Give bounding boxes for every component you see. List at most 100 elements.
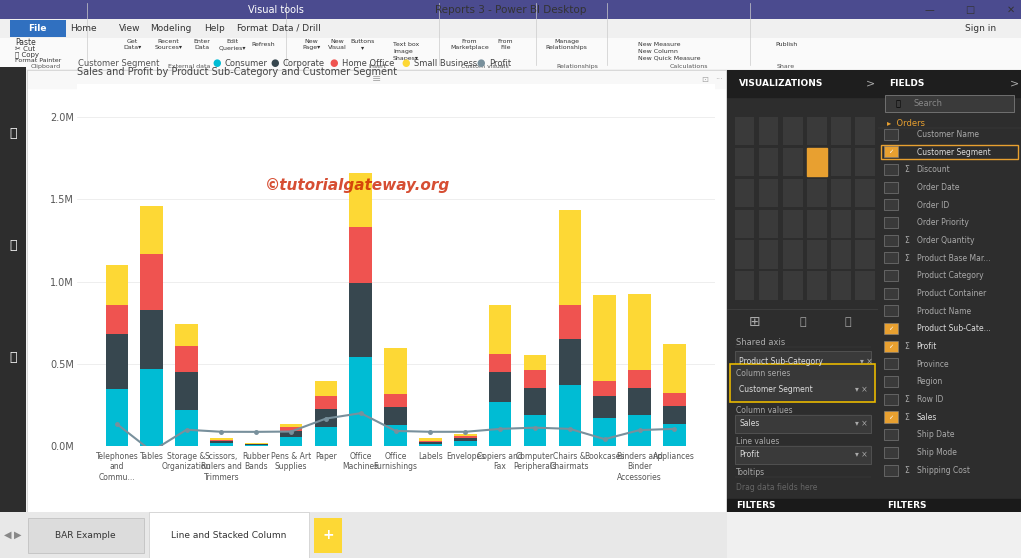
Text: Refresh: Refresh [251, 42, 276, 47]
Text: Clipboard: Clipboard [31, 64, 61, 69]
Bar [734, 271, 755, 300]
Bar [783, 240, 803, 269]
Bar [856, 179, 875, 208]
Bar [454, 434, 477, 436]
Text: Discount: Discount [917, 165, 951, 174]
Bar [245, 444, 268, 445]
Bar [524, 388, 546, 415]
Bar [884, 182, 898, 193]
Bar [141, 369, 163, 446]
Bar [628, 415, 650, 446]
Bar [734, 379, 871, 400]
Text: Σ: Σ [905, 165, 909, 174]
Bar [524, 370, 546, 388]
Text: Product Container: Product Container [917, 289, 986, 298]
Text: Drag data fields here: Drag data fields here [736, 483, 818, 493]
Text: ···: ··· [715, 75, 723, 84]
Bar [884, 199, 898, 210]
Bar [141, 253, 163, 310]
Text: ✕: ✕ [1007, 4, 1015, 15]
Bar [0, 19, 1021, 38]
Bar [141, 310, 163, 369]
Bar [558, 305, 581, 339]
Bar [807, 148, 827, 176]
Text: Calculations: Calculations [670, 64, 709, 69]
Bar [245, 445, 268, 446]
Text: Visual tools: Visual tools [248, 4, 303, 15]
Bar [807, 240, 827, 269]
Text: Get
Data▾: Get Data▾ [124, 39, 142, 50]
Bar [734, 446, 871, 464]
Text: Search: Search [914, 99, 942, 108]
Text: +: + [322, 528, 334, 542]
Text: Shapes▾: Shapes▾ [393, 56, 419, 61]
Text: Row ID: Row ID [917, 395, 943, 404]
Text: Sales: Sales [917, 413, 937, 422]
Text: Customer Segment: Customer Segment [78, 59, 159, 68]
Bar [593, 381, 616, 396]
Text: ▾ ×: ▾ × [856, 450, 868, 459]
Text: Buttons
▾: Buttons ▾ [350, 39, 375, 50]
Text: ●: ● [212, 58, 221, 68]
Bar [489, 305, 512, 354]
Text: Σ: Σ [905, 466, 909, 475]
Text: Small Business: Small Business [414, 59, 477, 68]
Bar [734, 240, 755, 269]
Text: Shared axis: Shared axis [736, 338, 785, 347]
Bar [593, 417, 616, 446]
Text: View: View [118, 24, 141, 33]
Text: Format: Format [236, 24, 269, 33]
Text: ●: ● [330, 58, 338, 68]
Text: —: — [924, 4, 934, 15]
Bar [314, 381, 337, 396]
Text: Sales: Sales [739, 420, 760, 429]
Bar [884, 464, 898, 475]
Text: ●: ● [271, 58, 279, 68]
Bar [878, 70, 1021, 97]
Text: >: > [866, 79, 875, 89]
Bar [384, 393, 407, 407]
Text: ▶: ▶ [14, 530, 21, 540]
Text: Profit: Profit [917, 342, 937, 351]
Text: Σ: Σ [905, 236, 909, 245]
Bar [856, 240, 875, 269]
Bar [884, 288, 898, 299]
Text: Reports 3 - Power BI Desktop: Reports 3 - Power BI Desktop [435, 4, 586, 15]
Text: Line and Stacked Column: Line and Stacked Column [172, 531, 287, 540]
Bar [628, 294, 650, 370]
Bar [734, 148, 755, 176]
Text: >: > [1010, 79, 1019, 89]
Bar [210, 444, 233, 446]
Text: □: □ [965, 4, 975, 15]
Bar [734, 415, 871, 432]
Text: 🖌: 🖌 [799, 317, 806, 327]
Bar [783, 148, 803, 176]
Text: 🔍: 🔍 [844, 317, 852, 327]
Text: Manage
Relationships: Manage Relationships [545, 39, 588, 50]
Text: Product Name: Product Name [917, 307, 971, 316]
Bar [314, 518, 342, 552]
Bar [759, 179, 778, 208]
Text: ◀: ◀ [3, 530, 11, 540]
Bar [884, 217, 898, 228]
Text: Ship Date: Ship Date [917, 430, 955, 439]
Bar [149, 512, 309, 558]
Bar [176, 372, 198, 410]
Text: 📋 Copy: 📋 Copy [15, 51, 40, 58]
Text: Share: Share [777, 64, 795, 69]
Bar [884, 358, 898, 369]
Text: ●: ● [401, 58, 409, 68]
Bar [454, 441, 477, 446]
Bar [727, 70, 878, 97]
Text: Product Category: Product Category [917, 271, 983, 280]
Bar [663, 344, 686, 393]
Bar [314, 427, 337, 446]
Bar [105, 305, 129, 334]
Bar [885, 95, 1014, 112]
Text: Sign in: Sign in [965, 24, 995, 33]
Bar [831, 179, 850, 208]
Bar [593, 396, 616, 417]
Text: VISUALIZATIONS: VISUALIZATIONS [739, 79, 823, 88]
Text: FILTERS: FILTERS [886, 501, 926, 510]
Bar [454, 436, 477, 438]
